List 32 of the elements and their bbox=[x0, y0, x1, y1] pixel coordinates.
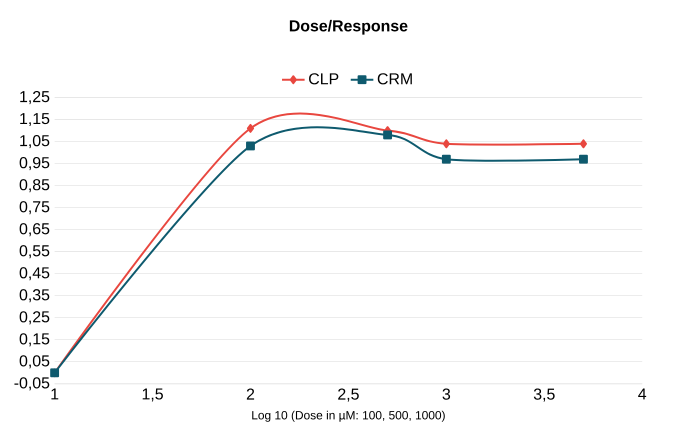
y-tick-label: -0,05 bbox=[14, 377, 50, 390]
point bbox=[580, 139, 588, 148]
chart-title: Dose/Response bbox=[290, 20, 408, 35]
x-tick-label: 2 bbox=[246, 388, 254, 400]
x-tick-label: 1,5 bbox=[142, 388, 163, 402]
x-tick-label: 2,5 bbox=[338, 388, 359, 402]
legend-label: CRM bbox=[378, 73, 412, 84]
point bbox=[383, 130, 392, 140]
y-tick-label: 0,25 bbox=[20, 311, 50, 324]
point bbox=[442, 154, 451, 164]
point bbox=[246, 124, 254, 133]
x-tick-label: 3,5 bbox=[534, 388, 555, 402]
y-tick-label: 0,35 bbox=[20, 289, 50, 302]
y-tick-label: 1,05 bbox=[20, 135, 50, 148]
point bbox=[246, 142, 255, 150]
point bbox=[579, 154, 588, 164]
y-tick-label: 1,15 bbox=[20, 113, 50, 126]
y-tick-label: 0,45 bbox=[20, 267, 50, 280]
y-tick-label: 0,15 bbox=[20, 333, 50, 346]
y-tick-label: 0,95 bbox=[20, 157, 50, 170]
y-tick-label: 1,25 bbox=[20, 91, 50, 104]
y-tick-label: 0,65 bbox=[20, 223, 50, 236]
point bbox=[442, 139, 450, 148]
y-tick-label: 0,75 bbox=[20, 201, 50, 214]
y-tick-label: 0,55 bbox=[20, 245, 50, 258]
x-tick-label: 4 bbox=[638, 388, 646, 400]
y-tick-label: 0,05 bbox=[20, 355, 50, 368]
x-tick-label: 1 bbox=[51, 388, 58, 400]
legend-label: CLP bbox=[309, 73, 338, 84]
y-tick-label: 0,85 bbox=[20, 179, 50, 192]
x-axis-title: Log 10 (Dose in µM: 100, 500, 1000) bbox=[252, 410, 445, 422]
x-tick-label: 3 bbox=[442, 388, 450, 400]
